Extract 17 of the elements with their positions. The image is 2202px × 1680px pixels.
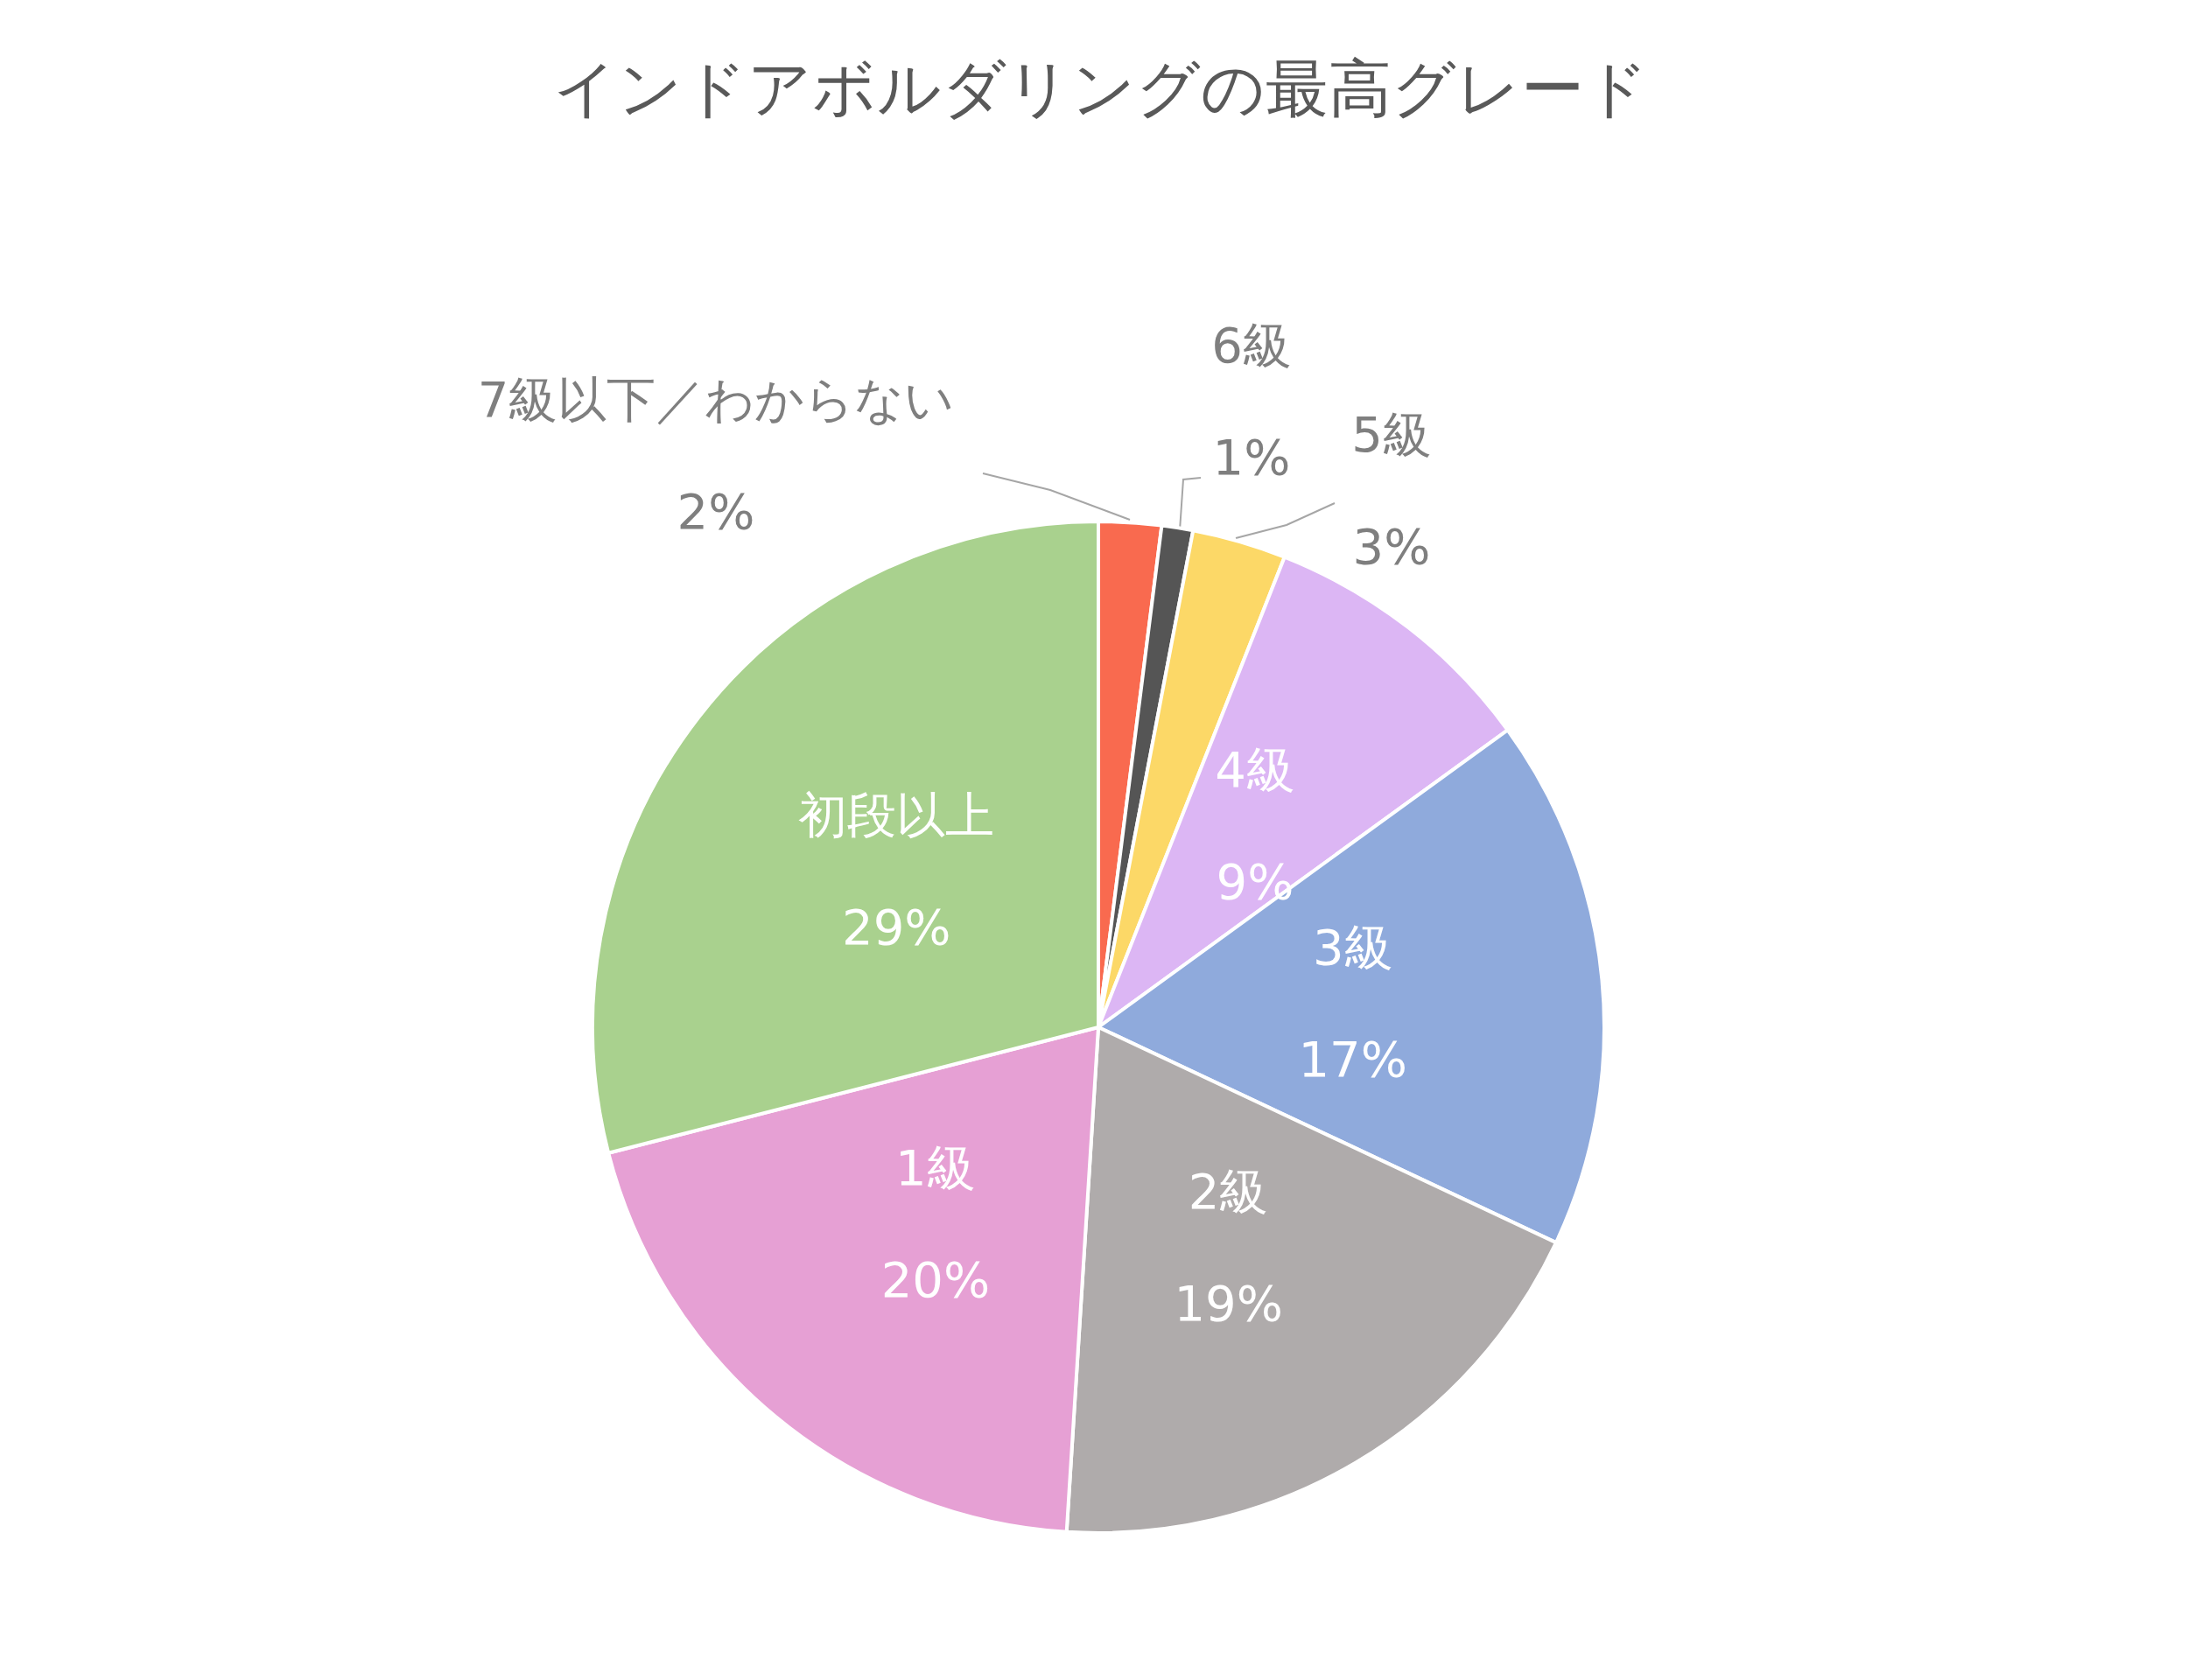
data-label: 1%	[1212, 428, 1291, 486]
slice-label: 7級以下／わからない	[477, 370, 955, 428]
slice-label: 初段以上	[798, 786, 995, 844]
data-label: 29%	[842, 898, 951, 956]
data-label: 3%	[1352, 517, 1431, 575]
data-label: 20%	[880, 1251, 991, 1309]
slice-label: 2級	[1188, 1162, 1269, 1220]
slice-label: 4級	[1215, 740, 1295, 798]
slice-label: 6級	[1211, 316, 1292, 374]
data-label: 2%	[677, 482, 755, 540]
slice-label: 5級	[1351, 405, 1432, 463]
data-label: 9%	[1216, 852, 1294, 910]
slice-label: 1級	[895, 1139, 976, 1197]
data-label: 19%	[1174, 1274, 1283, 1332]
slice-label: 3級	[1312, 919, 1393, 976]
chart-title: インドアボルダリングの最高グレード	[553, 52, 1649, 125]
data-label: 17%	[1298, 1031, 1407, 1088]
